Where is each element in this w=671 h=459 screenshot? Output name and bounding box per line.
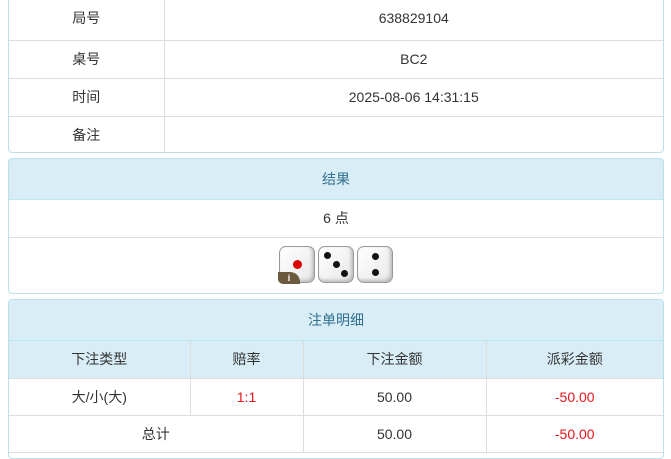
bet-table: 下注类型 赔率 下注金额 派彩金额 大/小(大) 1:1 50.00 -50.0… — [9, 341, 663, 453]
die-1: i — [278, 246, 315, 284]
total-row: 总计 50.00 -50.00 — [9, 414, 663, 453]
total-payout: -50.00 — [485, 414, 663, 453]
header-payout: 派彩金额 — [485, 341, 663, 379]
bet-type: 大/小(大) — [9, 377, 191, 416]
bet-header-row: 下注类型 赔率 下注金额 派彩金额 — [9, 341, 663, 379]
row-round-id: 局号 638829104 — [9, 0, 663, 41]
dice-row: i — [9, 238, 663, 284]
bet-details-panel: 注单明细 下注类型 赔率 下注金额 派彩金额 大/小(大) 1:1 50.00 … — [8, 299, 664, 459]
pip — [332, 261, 340, 268]
round-id: 638829104 — [163, 0, 663, 41]
result-points: 6 点 — [9, 200, 663, 238]
result-title: 结果 — [9, 159, 663, 200]
round-info-table: 局号 638829104 桌号 BC2 时间 2025-08-06 14:31:15 … — [9, 0, 663, 152]
total-amount: 50.00 — [302, 414, 487, 453]
header-amount: 下注金额 — [302, 341, 487, 379]
result-panel: 结果 6 点 i — [8, 158, 664, 294]
payout: -50.00 — [485, 377, 663, 416]
time: 2025-08-06 14:31:15 — [163, 77, 663, 117]
die-2 — [357, 246, 393, 283]
info-icon[interactable]: i — [278, 272, 300, 284]
pip — [371, 253, 379, 261]
row-remark: 备注 — [9, 115, 663, 152]
bet-amount: 50.00 — [302, 377, 487, 416]
pip — [324, 252, 331, 260]
label: 备注 — [9, 115, 165, 152]
table-row: 大/小(大) 1:1 50.00 -50.00 — [9, 377, 663, 416]
table-id: BC2 — [163, 39, 663, 79]
pip — [341, 269, 348, 277]
header-odds: 赔率 — [189, 341, 304, 379]
pip — [292, 260, 302, 269]
round-info-panel: 局号 638829104 桌号 BC2 时间 2025-08-06 14:31:15 … — [8, 0, 664, 153]
row-time: 时间 2025-08-06 14:31:15 — [9, 77, 663, 117]
bet-details-title: 注单明细 — [9, 300, 663, 341]
label: 时间 — [9, 77, 165, 117]
remark — [163, 115, 663, 152]
label: 局号 — [9, 0, 165, 41]
die-3 — [318, 246, 354, 283]
pip — [371, 268, 379, 276]
label: 桌号 — [9, 39, 165, 79]
odds: 1:1 — [189, 377, 304, 416]
header-type: 下注类型 — [9, 341, 191, 379]
row-table-id: 桌号 BC2 — [9, 39, 663, 79]
total-label: 总计 — [9, 414, 304, 453]
